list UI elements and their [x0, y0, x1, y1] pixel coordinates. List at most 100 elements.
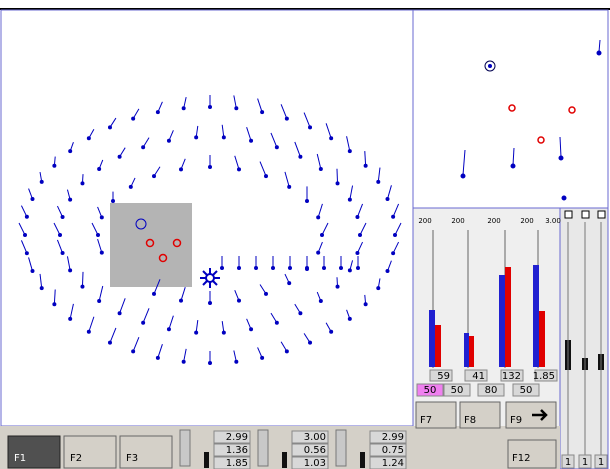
hole — [347, 197, 352, 202]
holes — [460, 39, 602, 201]
hole-tail — [97, 238, 103, 253]
hole-tail — [53, 222, 61, 236]
detail-panel — [412, 9, 609, 209]
hole — [264, 174, 268, 179]
hole — [39, 286, 44, 291]
hole-tail — [364, 151, 367, 166]
hole-tail — [356, 241, 364, 254]
hole — [335, 284, 340, 289]
hole-tail — [349, 185, 354, 200]
hole-tail — [233, 95, 237, 109]
f1-button[interactable] — [7, 435, 61, 469]
hole-tail — [270, 132, 278, 148]
hole — [117, 154, 122, 159]
gauge-header: 200 — [418, 217, 431, 225]
gauge-header: 3.00 — [545, 217, 561, 225]
hole-tail — [377, 167, 381, 182]
bottom-buttons[interactable]: F1 F2 F3 F7 F8 F9 F12 — [7, 401, 557, 469]
readout-box — [291, 443, 329, 457]
hole — [131, 116, 136, 121]
hole — [385, 196, 390, 201]
hole — [237, 266, 241, 270]
slider-foot — [594, 454, 608, 469]
setting-box — [416, 383, 444, 397]
readout-value: 2.99 — [382, 432, 404, 443]
hole — [68, 149, 73, 154]
gauge-bar — [533, 265, 539, 367]
hole-tail — [325, 123, 332, 139]
f12-button[interactable] — [507, 439, 557, 469]
gauge-bar — [539, 311, 545, 367]
hole — [24, 251, 29, 256]
marked-hole — [145, 238, 155, 248]
hole — [363, 163, 368, 168]
hole-tail — [280, 104, 288, 119]
gauge-bar — [505, 267, 511, 367]
gauge-bar — [469, 336, 474, 367]
hole-tail — [98, 285, 104, 302]
value-text: 1.85 — [533, 371, 555, 382]
hole — [97, 166, 102, 171]
readout-box — [213, 456, 251, 469]
hole — [274, 145, 279, 150]
gauge-header: 200 — [520, 217, 533, 225]
hole-tail — [81, 271, 84, 287]
hole — [68, 316, 73, 321]
hole — [166, 138, 171, 143]
hole — [181, 359, 186, 364]
f8-button[interactable] — [459, 401, 501, 429]
hole-tail — [246, 127, 252, 141]
marked-hole — [537, 136, 545, 144]
readout-meter — [360, 452, 365, 468]
hole — [39, 179, 44, 184]
slider-header — [597, 210, 606, 219]
hole — [329, 329, 334, 334]
slider-header — [564, 210, 573, 219]
hole — [391, 251, 396, 256]
hole-tail — [356, 203, 364, 218]
hole-tail — [109, 327, 117, 343]
hole — [208, 105, 212, 109]
f7-button[interactable] — [415, 401, 457, 429]
selected-hole — [135, 218, 147, 230]
hole — [316, 250, 321, 255]
f9-label: F9 — [510, 415, 522, 426]
hole — [58, 233, 62, 237]
hole — [316, 215, 321, 220]
hole — [271, 266, 275, 270]
f3-button[interactable] — [119, 435, 173, 469]
hole-tail — [284, 171, 290, 188]
hole — [234, 359, 239, 364]
f9-button[interactable] — [505, 401, 557, 429]
readout-value: 0.56 — [304, 445, 326, 456]
hole-tail — [20, 205, 28, 218]
readout-box — [213, 443, 251, 457]
readout-box — [291, 456, 329, 469]
hole — [24, 214, 29, 219]
gauge-bar — [464, 333, 469, 367]
value-box — [500, 369, 524, 382]
hole-tail — [153, 279, 161, 295]
readout-meter — [282, 452, 287, 468]
readout-box — [291, 430, 329, 444]
marked-hole — [508, 104, 516, 112]
hole — [23, 233, 27, 237]
hole-tail — [157, 344, 163, 358]
hole — [393, 233, 397, 237]
hole — [274, 320, 279, 325]
f2-button[interactable] — [63, 435, 117, 469]
hole — [355, 214, 360, 219]
hole-tail — [132, 336, 140, 352]
hole — [284, 116, 289, 121]
setting-text: 80 — [485, 385, 498, 396]
hole-tail — [53, 289, 56, 305]
hole — [249, 138, 254, 143]
setting-box — [443, 383, 471, 397]
hole — [96, 233, 100, 237]
hole — [152, 291, 156, 296]
hole — [355, 251, 360, 256]
hole-tail — [56, 239, 64, 254]
hole — [80, 181, 85, 186]
hole-tail — [180, 287, 186, 301]
hole — [236, 167, 241, 172]
